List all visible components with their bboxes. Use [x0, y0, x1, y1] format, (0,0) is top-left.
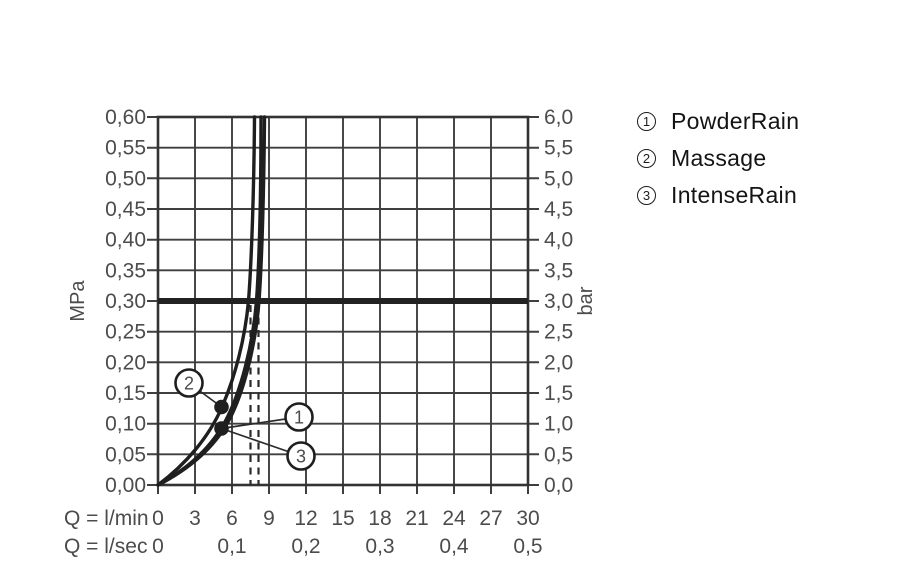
y-right-tick: 5,5: [544, 137, 573, 160]
marker-circle-1: 1: [284, 402, 314, 432]
x-lmin-tick: 24: [442, 507, 466, 530]
legend-label-intenserain: IntenseRain: [671, 182, 798, 208]
x-lmin-tick: 21: [405, 507, 428, 530]
y-axis-right-caption: bar: [575, 286, 597, 315]
x-lmin-tick: 0: [152, 507, 164, 530]
x-lsec-tick: 0: [152, 535, 164, 558]
x-lsec-tick: 0,4: [439, 535, 469, 558]
y-right-tick: 0,0: [544, 474, 573, 497]
legend-item-powderrain: 1 PowderRain: [637, 108, 800, 134]
y-right-tick: 1,5: [544, 382, 573, 405]
y-left-tick: 0,05: [105, 443, 146, 466]
x-axis-lmin-caption: Q = l/min: [64, 507, 149, 530]
y-right-tick: 6,0: [544, 106, 573, 129]
y-left-tick: 0,10: [105, 413, 146, 436]
x-axis-lsec: Q = l/sec 0 0,1 0,2 0,3 0,4 0,5: [64, 535, 543, 558]
y-axis-left-caption: MPa: [67, 280, 89, 322]
curve-massage: [156, 115, 257, 487]
y-right-tick: 4,0: [544, 229, 573, 252]
x-lmin-tick: 12: [294, 507, 317, 530]
y-left-tick: 0,20: [105, 351, 146, 374]
dot-massage: [214, 399, 229, 415]
y-left-tick: 0,35: [105, 259, 146, 282]
x-lmin-tick: 9: [263, 507, 275, 530]
y-right-tick: 2,0: [544, 351, 573, 374]
x-lsec-tick: 0,5: [513, 535, 542, 558]
y-axis-right-tick-labels: 6,0 5,5 5,0 4,5 4,0 3,5 3,0 2,5 2,0 1,5 …: [544, 106, 573, 497]
x-lmin-tick: 3: [189, 507, 201, 530]
curve-intenserain: [156, 115, 267, 487]
dot-powderrain-intenserain: [214, 421, 229, 436]
y-left-tick: 0,45: [105, 198, 146, 221]
x-lsec-tick: 0,2: [291, 535, 320, 558]
y-axis-left-tick-labels: 0,60 0,55 0,50 0,45 0,40 0,35 0,30 0,25 …: [105, 106, 146, 497]
y-right-tick: 3,5: [544, 259, 573, 282]
y-left-tick: 0,55: [105, 137, 146, 160]
x-lsec-tick: 0,1: [217, 535, 246, 558]
legend-label-massage: Massage: [671, 145, 767, 171]
x-lmin-tick: 30: [516, 507, 539, 530]
legend-item-massage: 2 Massage: [637, 145, 799, 171]
x-lmin-tick: 6: [226, 507, 238, 530]
x-lmin-tick: 18: [368, 507, 391, 530]
legend-circled-number-1: 1: [637, 112, 656, 131]
legend-circled-number-3: 3: [637, 186, 656, 205]
legend-item-intenserain: 3 IntenseRain: [637, 182, 799, 208]
y-right-tick: 1,0: [544, 413, 573, 436]
legend: 1 PowderRain 2 Massage 3 IntenseRain: [637, 108, 800, 208]
y-right-tick: 4,5: [544, 198, 573, 221]
axis-ticks: [147, 116, 539, 494]
y-left-tick: 0,00: [105, 474, 146, 497]
y-left-tick: 0,40: [105, 229, 146, 252]
marker-circle-3: 3: [286, 441, 316, 471]
y-right-tick: 0,5: [544, 443, 573, 466]
x-axis-lmin: Q = l/min 0 3 6 9 12 15 18 21 24 27 30: [64, 507, 540, 530]
x-axis-lsec-caption: Q = l/sec: [64, 535, 147, 558]
x-lsec-tick: 0,3: [365, 535, 394, 558]
marker-circle-3-label: 3: [296, 447, 306, 467]
y-left-tick: 0,60: [105, 106, 146, 129]
y-left-tick: 0,50: [105, 167, 146, 190]
y-left-tick: 0,30: [105, 290, 146, 313]
marker-circle-2: 2: [174, 368, 204, 398]
x-lmin-tick: 27: [479, 507, 502, 530]
marker-circle-2-label: 2: [184, 374, 194, 394]
marker-circle-1-label: 1: [294, 408, 304, 428]
y-left-tick: 0,25: [105, 321, 146, 344]
y-left-tick: 0,15: [105, 382, 146, 405]
y-right-tick: 2,5: [544, 321, 573, 344]
y-right-tick: 5,0: [544, 167, 573, 190]
legend-label-powderrain: PowderRain: [671, 108, 800, 134]
legend-circled-number-2: 2: [637, 149, 656, 168]
curve-powderrain: [156, 115, 263, 487]
y-right-tick: 3,0: [544, 290, 573, 313]
x-lmin-tick: 15: [331, 507, 354, 530]
